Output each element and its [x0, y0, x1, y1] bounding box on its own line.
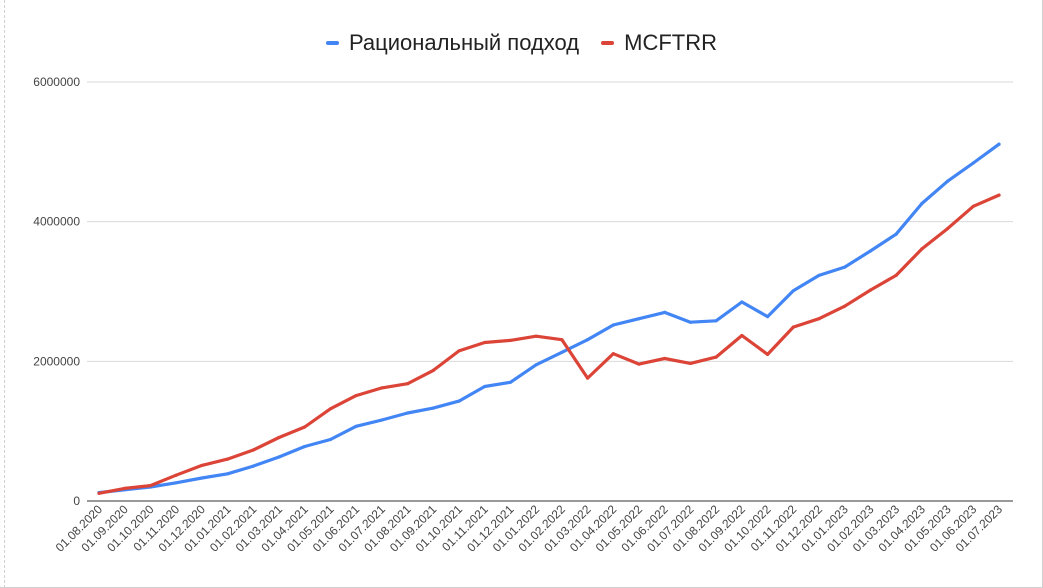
series-1-point	[354, 424, 358, 428]
series-2-point	[328, 407, 332, 411]
legend-label-series-2: MCFTRR	[624, 30, 718, 55]
series-2-point	[997, 193, 1001, 197]
series-line-1	[97, 142, 1001, 495]
y-tick-label: 6000000	[33, 75, 80, 89]
series-1-point	[560, 350, 564, 354]
series-2-point	[663, 356, 667, 361]
series-2-point	[303, 425, 307, 429]
series-2-point	[714, 355, 718, 359]
series-line-2	[97, 193, 1001, 495]
series-1-point	[611, 323, 615, 327]
y-tick-label: 4000000	[33, 215, 80, 229]
series-2-point	[380, 386, 384, 390]
series-2-point	[791, 325, 795, 329]
series-2-point	[740, 333, 744, 338]
series-1-point	[663, 310, 667, 314]
series-2-point	[946, 227, 950, 231]
series-2-point	[431, 368, 435, 372]
legend-label-series-1: Рациональный подход	[348, 30, 580, 55]
series-2-point	[560, 338, 564, 342]
series-1-point	[920, 201, 924, 206]
series-1-point	[226, 472, 230, 476]
series-1-point	[868, 249, 873, 253]
series-1-point	[200, 476, 204, 480]
series-2-point	[586, 376, 590, 380]
series-1-point	[817, 273, 821, 277]
series-2-point	[508, 338, 512, 342]
series-1-point	[637, 317, 641, 321]
legend-swatch-series-1	[325, 41, 339, 45]
left-edge-divider	[0, 0, 5, 588]
series-1-point	[303, 444, 307, 449]
series-2-point	[406, 382, 410, 386]
series-2-point	[200, 463, 204, 467]
series-2-point	[894, 273, 898, 277]
series-1-point	[174, 481, 178, 485]
series-2-point	[971, 204, 975, 208]
series-2-point	[148, 484, 152, 488]
series-1-point	[457, 399, 461, 403]
series-2-point	[920, 247, 924, 251]
series-1-point	[508, 380, 512, 384]
series-1-point	[431, 406, 435, 410]
y-tick-label: 2000000	[33, 354, 80, 368]
series-1-point	[380, 418, 384, 422]
series-2-point	[534, 334, 538, 338]
series-1-point	[843, 265, 847, 269]
series-2-point	[251, 448, 255, 452]
series-2-point	[226, 457, 230, 461]
legend-item-series-1: Рациональный подход	[325, 30, 580, 56]
series-2-point	[843, 304, 847, 308]
series-1-point	[766, 315, 770, 319]
series-1-point	[406, 411, 410, 415]
series-2-point	[277, 435, 281, 440]
series-2-point	[611, 352, 615, 356]
series-2-point	[457, 349, 461, 353]
series-2-point	[637, 362, 641, 366]
series-2-point	[817, 317, 821, 321]
series-1-point	[714, 319, 718, 323]
series-1-point	[971, 161, 975, 165]
series-1-point	[277, 455, 281, 459]
series-1-point	[251, 464, 255, 468]
series-2-point	[97, 491, 101, 495]
series-2-point	[688, 361, 693, 365]
series-1-point	[534, 363, 538, 367]
legend-swatch-series-2	[601, 41, 615, 45]
series-2-point	[123, 486, 127, 490]
legend-item-series-2: MCFTRR	[601, 30, 717, 56]
y-tick-label: 0	[73, 494, 80, 508]
series-1-point	[483, 384, 487, 389]
series-1-point	[740, 300, 744, 304]
series-2-point	[766, 352, 770, 356]
series-1-point	[791, 289, 795, 293]
series-2-point	[174, 473, 178, 477]
series-2-point	[483, 340, 487, 345]
series-1-point	[997, 142, 1001, 146]
chart-legend: Рациональный подход MCFTRR	[0, 30, 1043, 56]
series-1-point	[894, 232, 898, 236]
series-1-point	[586, 338, 590, 342]
series-2-point	[354, 394, 358, 398]
series-1-point	[946, 179, 950, 183]
series-1-point	[328, 437, 332, 442]
series-1-point	[688, 320, 693, 324]
series-2-point	[868, 288, 873, 292]
